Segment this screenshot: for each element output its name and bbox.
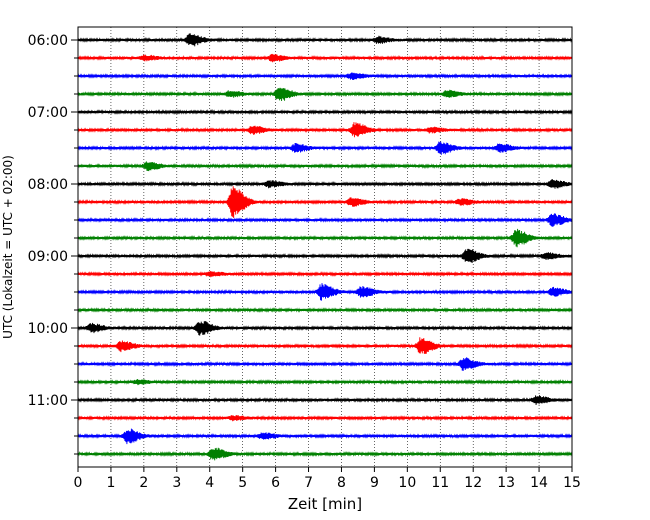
y-tick-label: 10:00 bbox=[28, 321, 68, 337]
seismic-trace bbox=[77, 321, 573, 336]
seismic-trace bbox=[77, 248, 573, 263]
seismic-trace bbox=[77, 161, 573, 172]
seismic-trace bbox=[77, 283, 573, 301]
x-tick-label: 15 bbox=[563, 475, 581, 491]
y-axis-label: UTC (Lokalzeit = UTC + 02:00) bbox=[1, 155, 15, 339]
x-tick-label: 14 bbox=[530, 475, 548, 491]
seismic-trace bbox=[77, 428, 573, 445]
y-tick-label: 11:00 bbox=[28, 393, 68, 409]
x-tick-label: 11 bbox=[431, 475, 449, 491]
y-tick-label: 07:00 bbox=[28, 105, 68, 121]
seismic-trace bbox=[77, 141, 573, 155]
y-tick-label: 09:00 bbox=[28, 249, 68, 265]
x-tick-label: 9 bbox=[370, 475, 379, 491]
seismic-trace bbox=[77, 337, 573, 354]
x-axis-label: Zeit [min] bbox=[288, 495, 362, 513]
x-tick-label: 4 bbox=[205, 475, 214, 491]
x-tick-label: 5 bbox=[238, 475, 247, 491]
x-tick-label: 7 bbox=[304, 475, 313, 491]
x-tick-label: 6 bbox=[271, 475, 280, 491]
seismic-trace bbox=[77, 72, 573, 81]
seismic-trace bbox=[77, 109, 573, 115]
x-tick-label: 3 bbox=[172, 475, 181, 491]
seismic-trace bbox=[77, 179, 573, 189]
seismic-trace bbox=[77, 379, 573, 386]
x-tick-label: 10 bbox=[398, 475, 416, 491]
x-tick-label: 2 bbox=[139, 475, 148, 491]
seismic-trace bbox=[77, 213, 573, 227]
x-tick-label: 13 bbox=[497, 475, 515, 491]
y-tick-label: 08:00 bbox=[28, 177, 68, 193]
x-tick-layer: 0 1 2 3 4 5 6 7 8 9 10 11 12 13 14 15 bbox=[74, 467, 581, 491]
seismic-trace bbox=[77, 414, 573, 422]
x-tick-label: 12 bbox=[464, 475, 482, 491]
seismic-trace bbox=[77, 228, 573, 248]
x-tick-label: 8 bbox=[337, 475, 346, 491]
y-tick-layer: 06:00 07:00 08:00 09:00 10:00 11:00 bbox=[28, 33, 78, 455]
x-tick-label: 0 bbox=[74, 475, 83, 491]
seismic-trace bbox=[77, 87, 573, 101]
x-tick-label: 1 bbox=[106, 475, 115, 491]
seismic-trace bbox=[77, 357, 573, 371]
seismic-trace bbox=[77, 33, 573, 47]
seismic-trace bbox=[77, 186, 573, 218]
plot-frame bbox=[77, 26, 573, 468]
trace-layer bbox=[77, 33, 573, 461]
seismic-trace bbox=[77, 122, 573, 138]
y-tick-label: 06:00 bbox=[28, 33, 68, 49]
grid-layer bbox=[110, 27, 540, 467]
seismic-trace bbox=[77, 53, 573, 63]
seismic-trace bbox=[77, 271, 573, 278]
seismic-trace bbox=[77, 307, 573, 313]
seismic-trace bbox=[77, 395, 573, 405]
seismic-trace bbox=[77, 447, 573, 461]
